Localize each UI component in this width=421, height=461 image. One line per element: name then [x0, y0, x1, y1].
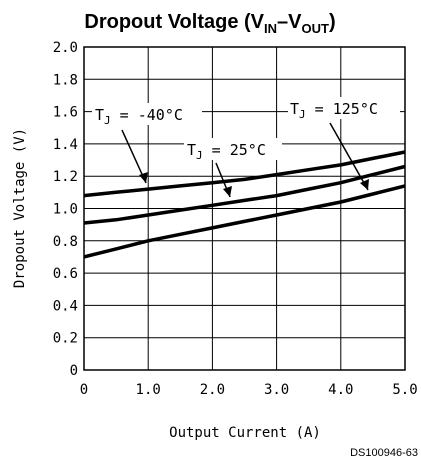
arrow-minus40-head — [139, 172, 148, 183]
figure-id: DS100946-63 — [350, 447, 418, 459]
annotation-125: TJ = 125°C — [288, 97, 400, 121]
y-tick-label: 0.8 — [53, 234, 78, 250]
series-lines — [83, 150, 406, 259]
y-tick-label: 1.6 — [53, 105, 78, 121]
y-axis-label: Dropout Voltage (V) — [12, 128, 28, 288]
y-tick-label: 1.2 — [53, 169, 78, 185]
x-tick-label: 2.0 — [200, 382, 225, 398]
annotation-minus40: TJ = -40°C — [92, 103, 202, 127]
arrow-25-head — [223, 186, 232, 197]
x-tick-label: 5.0 — [392, 382, 417, 398]
annotation-arrows — [121, 122, 369, 198]
tick-labels: 0 1.0 2.0 3.0 4.0 5.0 0 0.2 0.4 0.6 0.8 1.0 1.2 1.4 1.… — [53, 40, 418, 398]
y-tick-label: 1.0 — [53, 202, 78, 218]
y-tick-label: 0.6 — [53, 266, 78, 282]
chart-title: Dropout Voltage (VIN–VOUT) — [84, 11, 335, 36]
annotation-minus40-bg — [92, 103, 202, 125]
x-tick-label: 3.0 — [264, 382, 289, 398]
arrow-125-head — [360, 179, 369, 190]
y-tick-label: 1.8 — [53, 72, 78, 88]
series-line-0 — [83, 150, 406, 198]
annotation-minus40-label: TJ = -40°C — [95, 106, 183, 127]
annotation-125-bg — [288, 97, 400, 119]
annotation-125-label: TJ = 125°C — [290, 100, 378, 121]
grid — [83, 46, 406, 371]
y-tick-label: 0.2 — [53, 331, 78, 347]
annotation-25-bg — [184, 138, 282, 160]
y-tick-label: 0 — [70, 363, 78, 379]
y-tick-label: 1.4 — [53, 137, 78, 153]
x-tick-label: 4.0 — [328, 382, 353, 398]
x-tick-label: 1.0 — [136, 382, 161, 398]
series-line-2 — [83, 184, 406, 259]
plot-frame — [83, 46, 406, 371]
y-tick-label: 0.4 — [53, 298, 78, 314]
arrow-125 — [329, 122, 369, 191]
y-tick-label: 2.0 — [53, 40, 78, 56]
x-axis-label: Output Current (A) — [169, 425, 321, 441]
series-line-1 — [83, 164, 406, 225]
annotation-25: TJ = 25°C — [184, 138, 282, 162]
x-tick-label: 0 — [80, 382, 88, 398]
annotation-25-label: TJ = 25°C — [187, 141, 266, 162]
